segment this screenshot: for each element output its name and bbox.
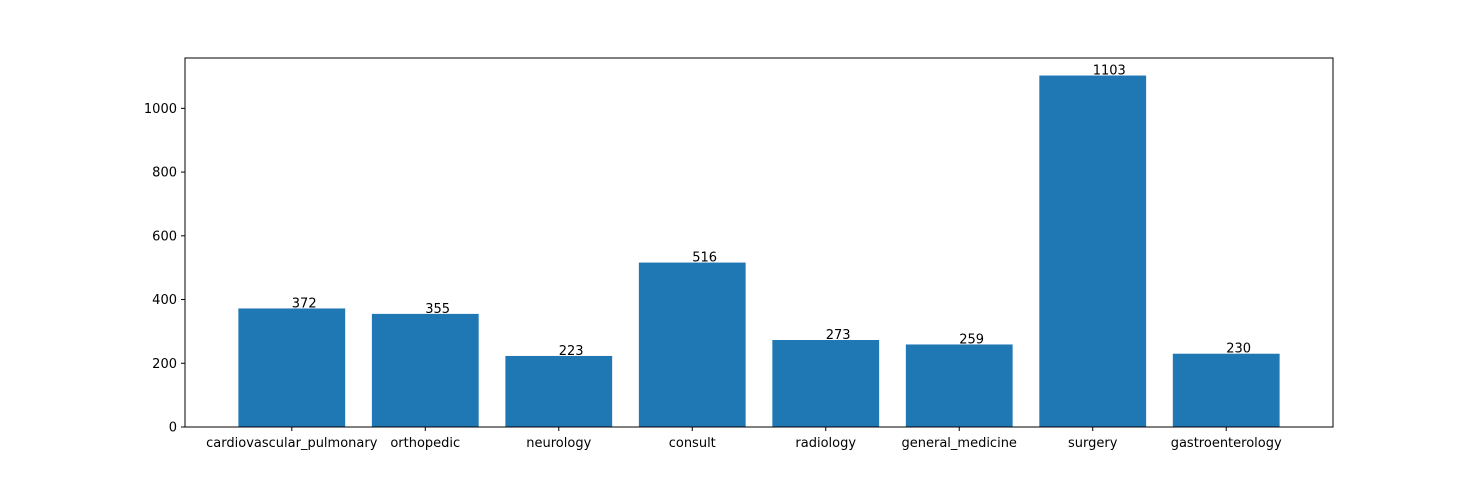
y-tick-label-1000: 1000 <box>144 102 177 117</box>
bar-surgery <box>1039 75 1147 427</box>
bar-orthopedic <box>371 313 479 427</box>
data-label-general_medicine: 259 <box>959 332 984 347</box>
bar-neurology <box>505 355 613 427</box>
bar-cardiovascular_pulmonary <box>238 308 346 427</box>
x-tick-label-surgery: surgery <box>1068 436 1118 451</box>
plot-area-frame <box>184 57 1334 428</box>
x-axis: cardiovascular_pulmonary orthopedic neurol… <box>206 427 1282 451</box>
y-tick-label-400: 400 <box>152 293 177 308</box>
x-tick-label-consult: consult <box>669 436 716 451</box>
bar-radiology <box>772 340 880 427</box>
y-tick-label-0: 0 <box>169 421 177 436</box>
data-label-surgery: 1103 <box>1093 64 1126 79</box>
data-label-consult: 516 <box>692 251 717 266</box>
y-tick-label-600: 600 <box>152 229 177 244</box>
x-tick-label-general_medicine: general_medicine <box>902 436 1017 451</box>
bars-group <box>238 75 1280 427</box>
data-labels-group: 372 355 223 516 273 259 1103 230 <box>292 64 1251 359</box>
y-tick-label-200: 200 <box>152 357 177 372</box>
x-tick-label-cardiovascular_pulmonary: cardiovascular_pulmonary <box>206 436 378 451</box>
data-label-orthopedic: 355 <box>425 302 450 317</box>
y-tick-label-800: 800 <box>152 166 177 181</box>
bar-gastroenterology <box>1172 353 1280 427</box>
x-tick-label-gastroenterology: gastroenterology <box>1171 436 1282 451</box>
data-label-cardiovascular_pulmonary: 372 <box>292 296 317 311</box>
data-label-neurology: 223 <box>559 344 584 359</box>
x-tick-label-orthopedic: orthopedic <box>390 436 460 451</box>
x-tick-label-radiology: radiology <box>795 436 856 451</box>
bar-consult <box>638 262 746 427</box>
data-label-gastroenterology: 230 <box>1226 342 1251 357</box>
bar-general_medicine <box>905 344 1013 427</box>
data-label-radiology: 273 <box>826 328 851 343</box>
x-tick-label-neurology: neurology <box>526 436 591 451</box>
y-axis: 0 200 400 600 800 1000 <box>144 102 185 436</box>
